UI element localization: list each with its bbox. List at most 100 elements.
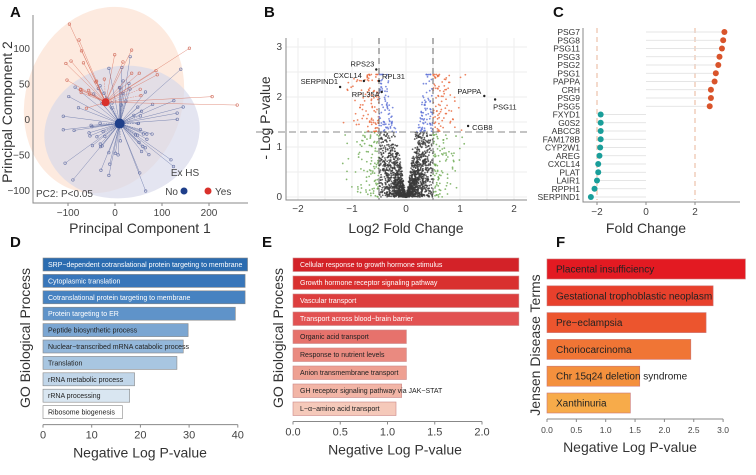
gene-label: RPPH1: [552, 184, 581, 194]
gene-point: [365, 150, 368, 153]
gene-point: [378, 116, 381, 118]
sample-segment: [74, 123, 120, 131]
gene-point: [445, 158, 448, 161]
gene-point: [373, 172, 376, 175]
gene-point: [401, 195, 404, 198]
gene-point: [399, 170, 402, 173]
gene-point: [418, 172, 421, 175]
gene-point: [378, 185, 381, 187]
gene-point: [366, 78, 369, 81]
gene-point: [386, 90, 388, 93]
gene-point: [410, 194, 412, 196]
gene-point: [413, 158, 416, 161]
lollipop-point: [597, 128, 604, 134]
sample-point: [145, 132, 149, 136]
gene-point: [403, 184, 405, 187]
lollipop-point: [715, 62, 722, 68]
sample-segment: [105, 102, 238, 106]
bar-label: Transport across blood−brain barrier: [300, 316, 414, 323]
gene-point: [430, 159, 433, 162]
gene-point: [425, 82, 428, 85]
gene-point: [376, 108, 378, 111]
bar: [42, 356, 178, 370]
sample-segment: [119, 80, 124, 124]
gene-point: [387, 80, 390, 82]
gene-point: [435, 143, 438, 146]
gene-point: [366, 138, 368, 141]
gene-point: [442, 141, 445, 144]
gene-point: [425, 118, 428, 121]
gene-point: [422, 181, 425, 184]
gene-point: [454, 170, 457, 172]
gene-point: [425, 91, 428, 94]
x-tick-label: 0: [403, 204, 409, 215]
gene-point: [365, 160, 368, 163]
gene-point: [413, 188, 415, 190]
y-tick-label: 0: [24, 115, 30, 126]
gene-point: [460, 129, 463, 131]
gene-point: [388, 145, 391, 148]
gene-point: [355, 80, 358, 83]
gene-point: [388, 183, 390, 186]
gene-point: [388, 168, 391, 170]
gene-point: [429, 164, 432, 166]
gene-point: [368, 89, 370, 92]
gene-point: [414, 193, 417, 196]
gene-point: [421, 154, 423, 156]
gene-point: [392, 185, 395, 188]
gene-point: [394, 150, 397, 153]
gene-point: [429, 73, 432, 76]
bar: [546, 285, 714, 307]
gene-point: [395, 171, 398, 174]
gene-point: [425, 146, 427, 149]
gene-point: [361, 139, 364, 142]
gene-point: [426, 156, 429, 158]
gene-point: [383, 192, 386, 195]
sample-point: [99, 168, 103, 172]
gene-point: [362, 134, 364, 137]
gene-point: [437, 103, 440, 106]
gene-point: [436, 169, 439, 172]
gene-point: [394, 135, 396, 138]
gene-point: [389, 139, 391, 142]
x-tick-label: −2: [292, 204, 304, 215]
sample-point: [136, 105, 140, 109]
gene-point: [443, 85, 446, 87]
gene-point: [374, 122, 377, 124]
bar: [42, 290, 246, 305]
gene-point: [390, 115, 393, 118]
gene-point: [387, 152, 390, 155]
gene-point: [372, 192, 375, 195]
gene-label: LAIR1: [556, 176, 580, 186]
gene-point: [386, 191, 389, 194]
gene-point: [390, 154, 393, 156]
sample-segment: [69, 24, 106, 103]
gene-point: [367, 95, 370, 98]
gene-point: [428, 151, 431, 154]
gene-point: [376, 91, 378, 94]
gene-point: [449, 121, 452, 124]
gene-point: [391, 161, 393, 164]
gene-point: [437, 88, 439, 90]
gene-point: [386, 88, 388, 90]
gene-point: [425, 186, 428, 189]
gene-point: [414, 151, 417, 154]
x-tick-label: −2: [591, 207, 603, 218]
gene-point: [430, 127, 432, 130]
gene-point: [424, 184, 427, 186]
gene-point: [411, 177, 413, 179]
sample-point: [101, 129, 105, 134]
gene-point: [386, 176, 389, 179]
gene-point: [423, 99, 426, 102]
sample-point: [139, 149, 144, 154]
y-tick-label: 50: [19, 80, 31, 91]
gene-point: [382, 129, 385, 132]
gene-point: [397, 180, 399, 183]
gene-point: [411, 159, 414, 162]
sample-point: [145, 137, 149, 141]
gene-point: [376, 98, 379, 101]
gene-point: [395, 186, 398, 189]
gene-point: [434, 115, 436, 118]
sample-segment: [68, 96, 120, 124]
gene-point: [414, 172, 417, 175]
